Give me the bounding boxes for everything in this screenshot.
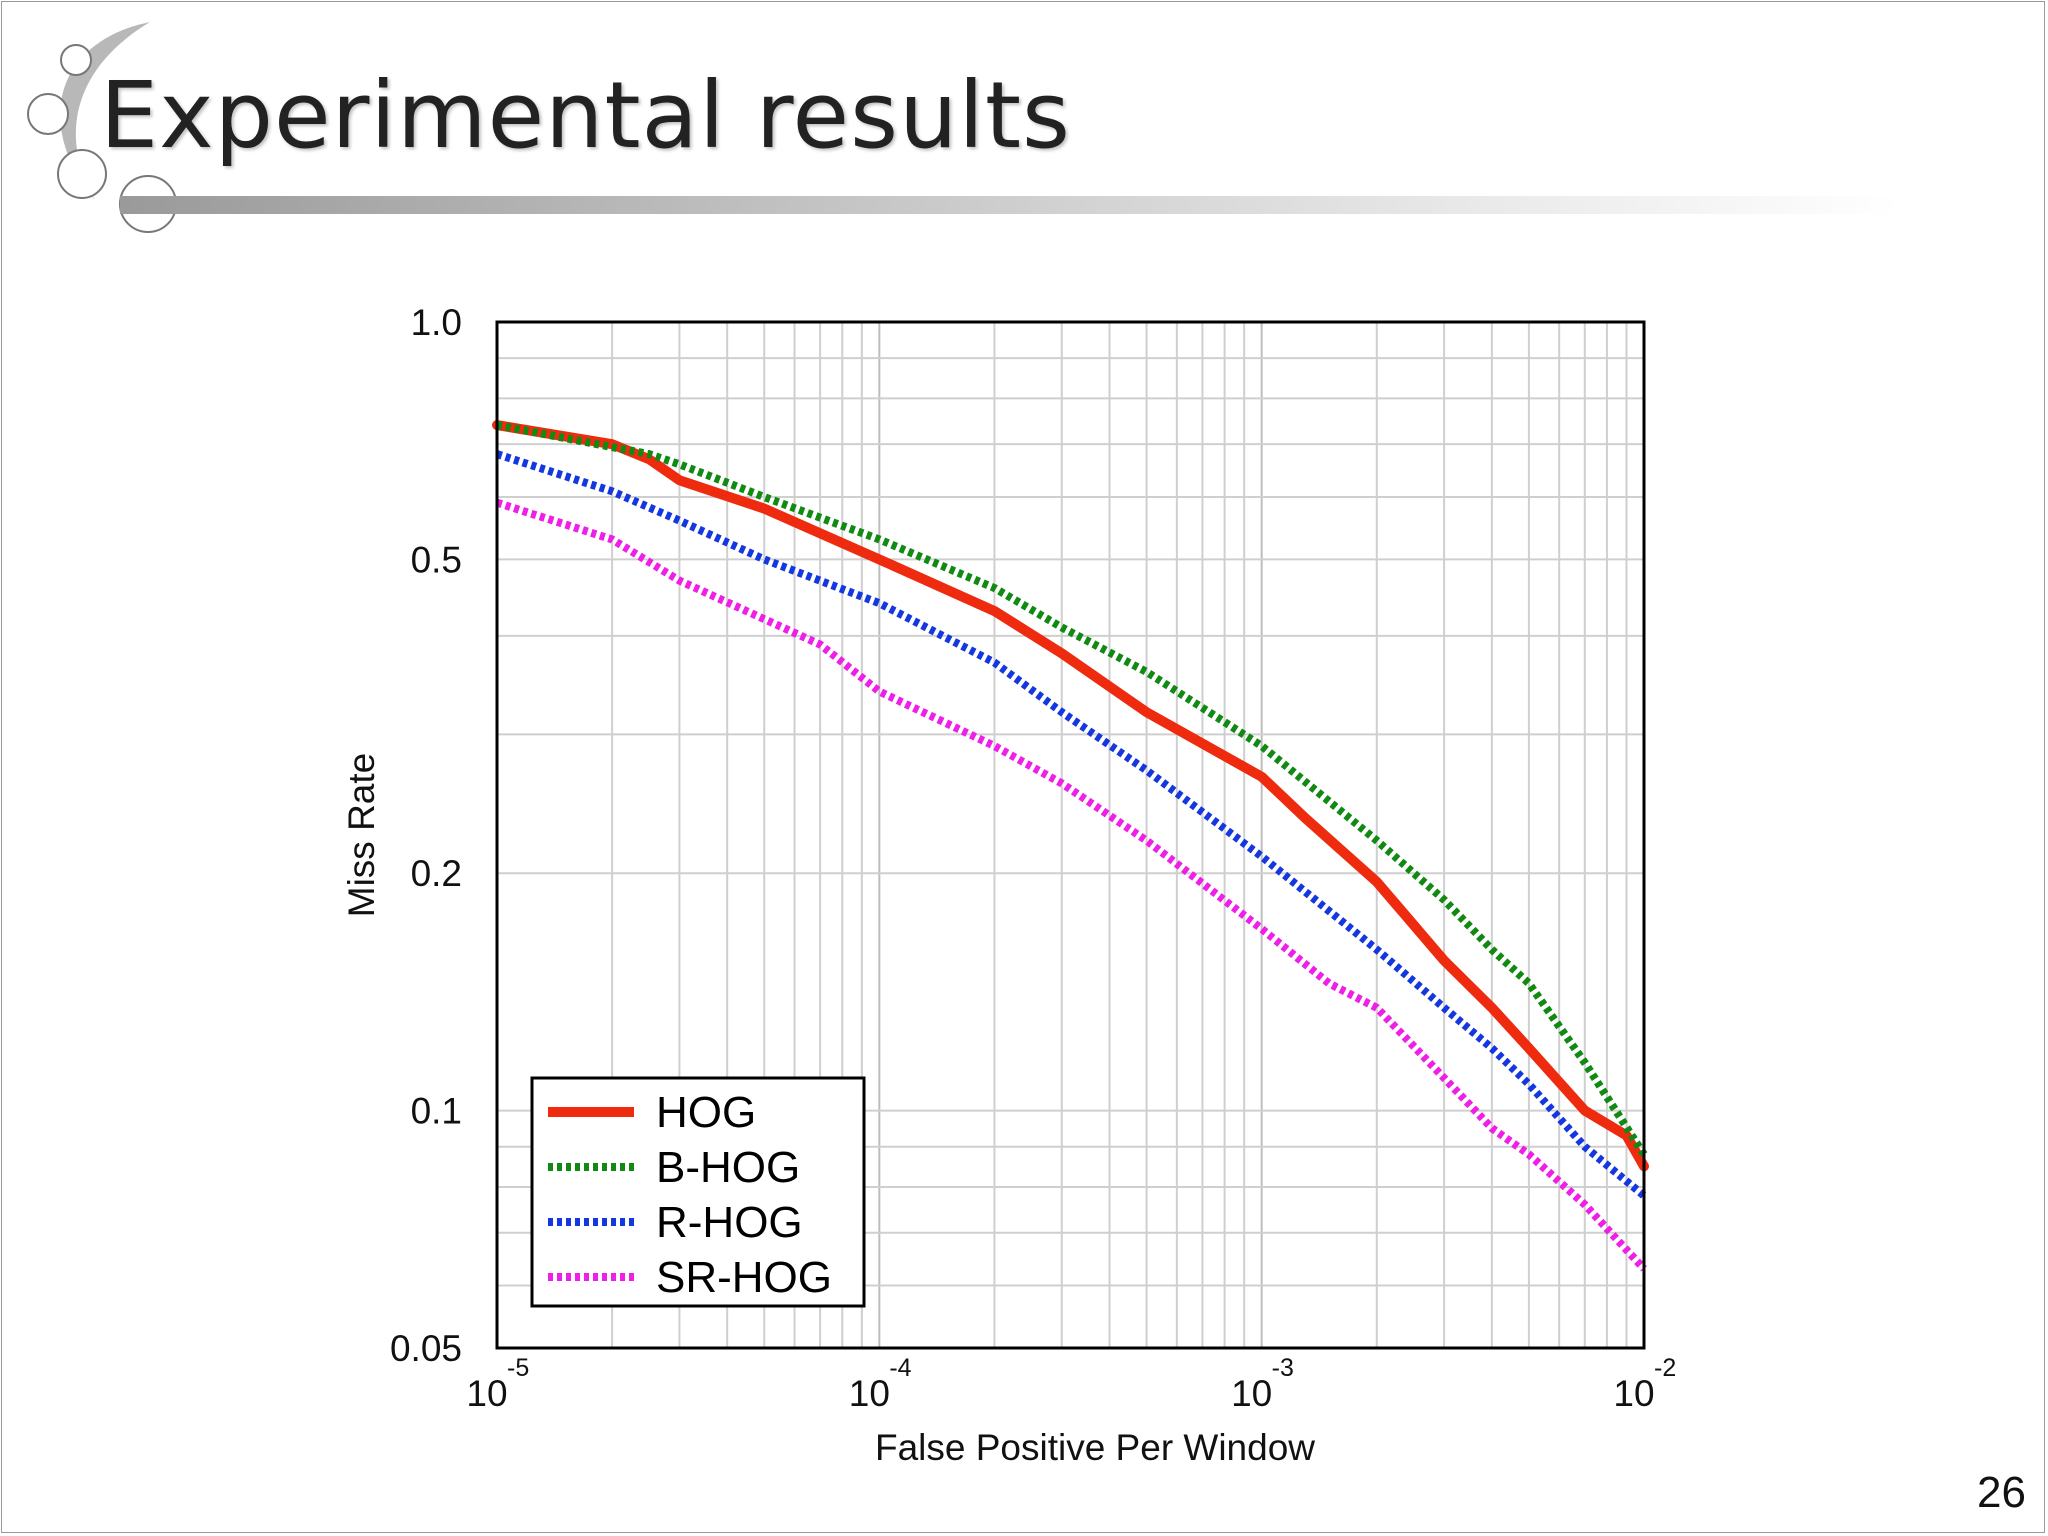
legend-label-r-hog: R-HOG [656, 1198, 803, 1247]
x-tick-exponent: -4 [889, 1354, 911, 1382]
x-tick-label: 10 [1613, 1373, 1654, 1414]
series-hog-line [492, 420, 1649, 1172]
decor-circle-3 [57, 149, 107, 199]
y-tick-label: 1.0 [411, 302, 462, 343]
decor-circle-2 [27, 93, 69, 135]
y-tick-label: 0.5 [411, 539, 462, 580]
series-layer [492, 420, 1649, 1272]
title-underline-bar [120, 196, 1900, 214]
y-tick-label: 0.2 [411, 853, 462, 894]
series-sr-hog-line [495, 498, 1647, 1272]
plot-frame [495, 320, 1646, 1350]
legend-label-sr-hog: SR-HOG [656, 1253, 832, 1302]
y-tick-label: 0.1 [411, 1091, 462, 1132]
decor-circle-1 [60, 44, 92, 76]
x-tick-label: 10 [1231, 1373, 1272, 1414]
y-tick-label: 0.05 [390, 1328, 462, 1369]
x-tick-label: 10 [466, 1373, 507, 1414]
x-tick-exponent: -3 [1272, 1354, 1294, 1382]
page-number: 26 [1977, 1468, 2026, 1517]
series-r-hog-line [495, 450, 1647, 1199]
slide-title: Experimental results [100, 62, 1071, 169]
y-axis-label: Miss Rate [341, 753, 382, 917]
x-tick-exponent: -2 [1654, 1354, 1676, 1382]
legend: HOG B-HOG R-HOG SR-HOG [530, 1076, 866, 1308]
series-b-hog-line [496, 421, 1648, 1157]
legend-label-hog: HOG [656, 1088, 756, 1137]
legend-label-b-hog: B-HOG [656, 1143, 800, 1192]
x-axis-label: False Positive Per Window [875, 1427, 1315, 1468]
x-tick-exponent: -5 [507, 1354, 529, 1382]
x-tick-label: 10 [849, 1373, 890, 1414]
grid-layer [497, 322, 1644, 1348]
